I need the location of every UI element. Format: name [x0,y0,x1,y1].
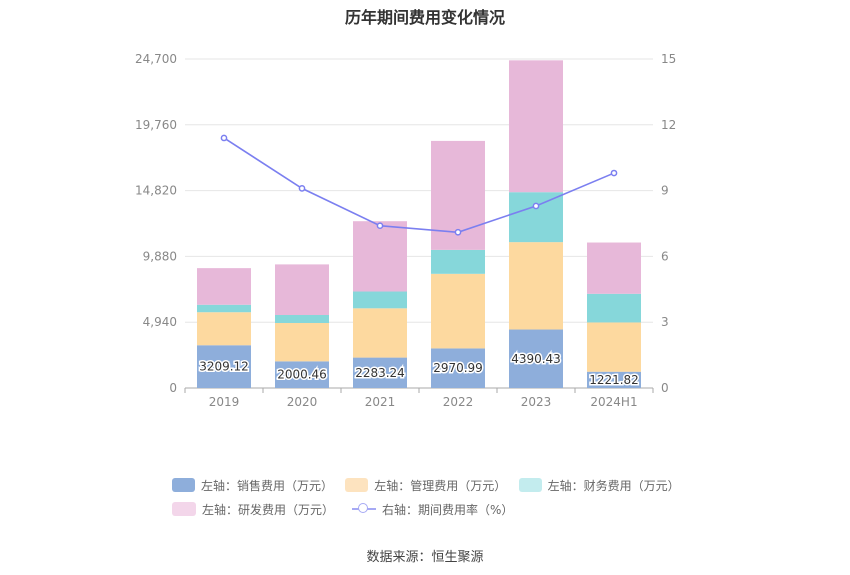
bar-segment [197,312,251,346]
rate-point [220,134,228,142]
legend-label-rd: 左轴：研发费用（万元） [202,502,335,517]
bar-segment [353,308,407,358]
legend-label-admin: 左轴：管理费用（万元） [374,478,507,493]
y-left-tick-label: 0 [169,381,177,395]
chart-plot: 0 4,940 9,880 14,820 19,760 24,700 0 3 6 9 12 15 201… [135,52,676,409]
bar-segment [587,371,641,388]
legend-swatch-admin [345,478,369,492]
legend-label-finance: 左轴：财务费用（万元） [547,478,680,493]
bar-segment [431,273,485,349]
bar-segment [509,329,563,388]
x-tick-label: 2019 [209,395,240,409]
legend-swatch-rate [352,502,377,516]
legend-item-rd[interactable]: 左轴：研发费用（万元） [172,501,334,518]
data-label: 2000.46 [277,368,327,382]
bar-segment [275,361,329,388]
legend-item-admin[interactable]: 左轴：管理费用（万元） [345,477,507,494]
legend-label-rate: 右轴：期间费用率（%） [382,502,514,517]
rate-point [532,202,540,210]
legend: 左轴：销售费用（万元） 左轴：管理费用（万元） 左轴：财务费用（万元） 左轴：研… [172,473,692,521]
x-tick-label: 2024H1 [590,395,637,409]
data-label: 3209.12 [199,360,249,374]
bar-segment [431,348,485,388]
bar-segment [509,60,563,193]
bar-segment [353,291,407,309]
bar-segment [509,242,563,330]
bar-segment [197,304,251,313]
legend-row-1: 左轴：销售费用（万元） 左轴：管理费用（万元） 左轴：财务费用（万元） [172,473,692,497]
y-left-tick-label: 4,940 [143,315,177,329]
data-label: 4390.43 [511,352,561,366]
y-right-tick-label: 12 [661,118,676,132]
x-tick-label: 2020 [287,395,318,409]
bar-segment [353,357,407,388]
bar-segment [587,322,641,372]
legend-swatch-rate-dot [358,503,369,513]
legend-item-sales[interactable]: 左轴：销售费用（万元） [172,477,333,494]
chart-title: 历年期间费用变化情况 [344,8,505,27]
y-right-tick-label: 3 [661,315,669,329]
bar-segment [197,268,251,305]
rate-point [376,222,384,230]
bar-segment [275,315,329,323]
data-label: 2283.24 [355,366,405,380]
rate-point [610,169,618,177]
x-tick-label: 2021 [365,395,396,409]
y-right-tick-label: 9 [661,184,669,198]
legend-row-2: 左轴：研发费用（万元） 右轴：期间费用率（%） [172,497,692,521]
bar-segment [197,345,251,388]
legend-item-rate[interactable]: 右轴：期间费用率（%） [352,501,513,518]
legend-swatch-rd [172,502,196,516]
rate-point [454,228,462,236]
y-right-tick-label: 15 [661,52,676,66]
bar-segment [509,192,563,243]
bar-segment [275,264,329,316]
y-right-tick-label: 0 [661,381,669,395]
legend-swatch-finance [518,478,542,492]
y-left-tick-label: 19,760 [135,118,177,132]
legend-swatch-sales [172,478,195,492]
y-left-tick-label: 9,880 [143,249,177,263]
bar-segment [587,242,641,294]
bar-segment [275,322,329,362]
legend-label-sales: 左轴：销售费用（万元） [200,478,333,493]
rate-line [223,137,615,234]
bar-segment [353,221,407,292]
x-tick-label: 2023 [521,395,552,409]
bar-segment [431,249,485,274]
source-note: 数据来源：恒生聚源 [366,550,484,565]
rate-point [298,185,306,192]
bar-segment [587,293,641,323]
x-tick-label: 2022 [443,395,474,409]
data-label: 1221.82 [589,373,639,387]
y-left-tick-label: 24,700 [135,52,177,66]
y-left-tick-label: 14,820 [135,184,177,198]
legend-item-finance[interactable]: 左轴：财务费用（万元） [518,477,680,494]
data-label: 2970.99 [433,361,483,375]
y-right-tick-label: 6 [661,249,669,263]
